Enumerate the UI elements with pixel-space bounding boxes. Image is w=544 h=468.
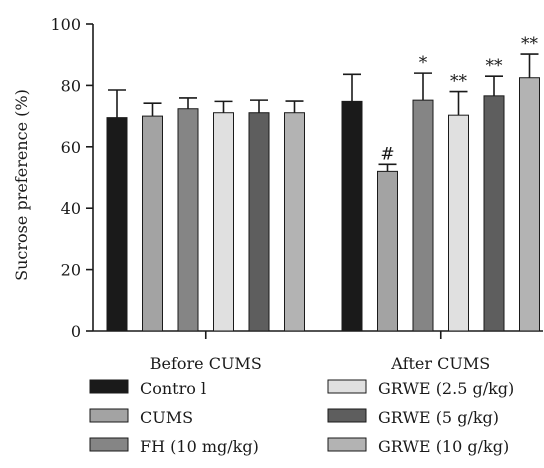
bar	[483, 95, 505, 332]
significance-label: **	[486, 56, 504, 76]
y-tick-label: 40	[61, 199, 81, 218]
bar	[448, 114, 469, 332]
significance-label: **	[450, 72, 468, 92]
legend-swatch	[327, 437, 367, 452]
significance-label: *	[419, 53, 428, 73]
chart-bars: #*******	[106, 34, 540, 332]
bar	[213, 112, 234, 332]
x-tick-label: After CUMS	[390, 354, 490, 373]
bar	[106, 117, 128, 332]
chart-legend: Contro l CUMS FH (10 mg/kg) GRWE (2.5 g/kg)…	[89, 379, 514, 456]
legend-label: GRWE (5 g/kg)	[378, 408, 499, 427]
y-tick-label: 100	[50, 15, 81, 34]
y-tick-label: 0	[71, 322, 81, 341]
bar	[412, 99, 434, 332]
bar	[248, 112, 270, 332]
bar	[284, 112, 305, 332]
legend-label: CUMS	[140, 408, 193, 427]
legend-swatch	[327, 379, 367, 394]
legend-swatch	[89, 408, 129, 423]
legend-label: Contro l	[140, 379, 206, 398]
significance-label: **	[521, 34, 539, 54]
significance-label: #	[380, 144, 394, 164]
y-tick-label: 80	[61, 76, 81, 95]
bar	[341, 100, 363, 332]
bar	[377, 170, 398, 332]
legend-label: GRWE (2.5 g/kg)	[378, 379, 514, 398]
bar	[519, 77, 540, 332]
bar	[142, 115, 163, 332]
legend-swatch	[89, 437, 129, 452]
legend-swatch	[327, 408, 367, 423]
legend-swatch	[89, 379, 129, 394]
x-tick-label: Before CUMS	[150, 354, 262, 373]
legend-label: GRWE (10 g/kg)	[378, 437, 509, 456]
y-tick-label: 20	[61, 261, 81, 280]
y-axis-label: Sucrose preference (%)	[12, 89, 31, 281]
y-tick-label: 60	[61, 138, 81, 157]
legend-label: FH (10 mg/kg)	[140, 437, 259, 456]
bar	[177, 108, 199, 332]
